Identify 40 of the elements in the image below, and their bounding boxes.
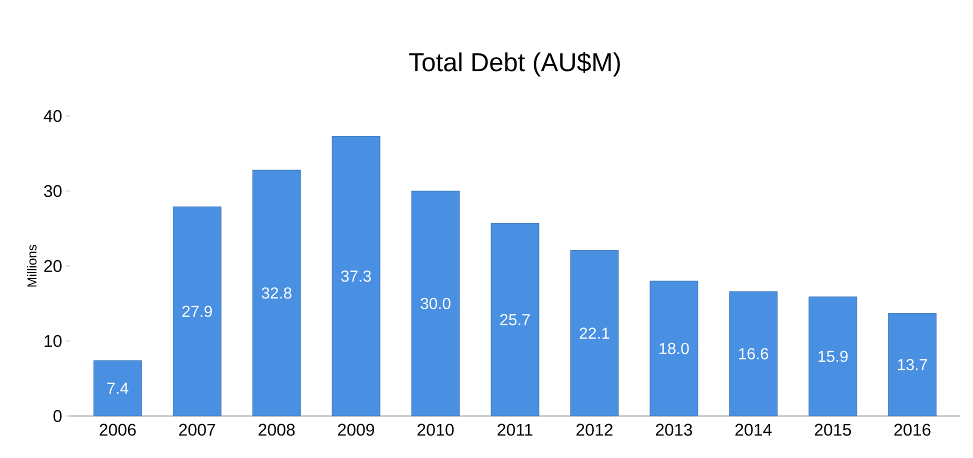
bar <box>93 360 142 416</box>
bar <box>729 291 778 416</box>
data-label: 32.8 <box>262 287 292 299</box>
y-tick-label: 10 <box>44 335 62 347</box>
y-tick-label: 40 <box>44 110 62 122</box>
y-tick-label: 30 <box>44 185 62 197</box>
x-tick-label: 2009 <box>338 424 374 436</box>
bar <box>888 313 937 416</box>
x-tick-label: 2011 <box>498 424 532 436</box>
data-label: 15.9 <box>818 350 848 362</box>
x-tick-label: 2012 <box>576 424 612 436</box>
data-label: 37.3 <box>341 270 371 282</box>
y-tick-label: 20 <box>44 260 62 272</box>
x-tick-label: 2013 <box>656 424 692 436</box>
bar <box>490 223 540 416</box>
data-label: 16.6 <box>739 348 768 360</box>
bar <box>650 280 698 416</box>
data-label: 27.9 <box>182 306 212 318</box>
bar <box>570 250 619 416</box>
data-label: 18.0 <box>660 342 689 354</box>
data-label: 30.0 <box>420 298 450 310</box>
bar <box>411 190 460 416</box>
x-tick-label: 2014 <box>735 424 772 436</box>
chart-title: Total Debt (AU$M) <box>409 52 620 76</box>
y-axis-title: Millions <box>27 244 37 287</box>
x-tick-label: 2016 <box>894 424 930 436</box>
y-tick-label: 0 <box>53 410 62 422</box>
x-tick-label: 2008 <box>258 424 295 436</box>
x-tick-label: 2007 <box>179 424 216 436</box>
bar <box>808 296 858 416</box>
data-label: 25.7 <box>500 314 530 326</box>
x-tick-label: 2010 <box>418 424 454 436</box>
data-label: 13.7 <box>898 358 928 370</box>
data-label: 22.1 <box>580 328 610 339</box>
bar <box>252 170 301 416</box>
x-tick-label: 2006 <box>100 424 136 436</box>
bar <box>332 136 380 416</box>
bar <box>172 206 222 416</box>
data-label: 7.4 <box>107 382 128 394</box>
x-tick-label: 2015 <box>814 424 851 436</box>
